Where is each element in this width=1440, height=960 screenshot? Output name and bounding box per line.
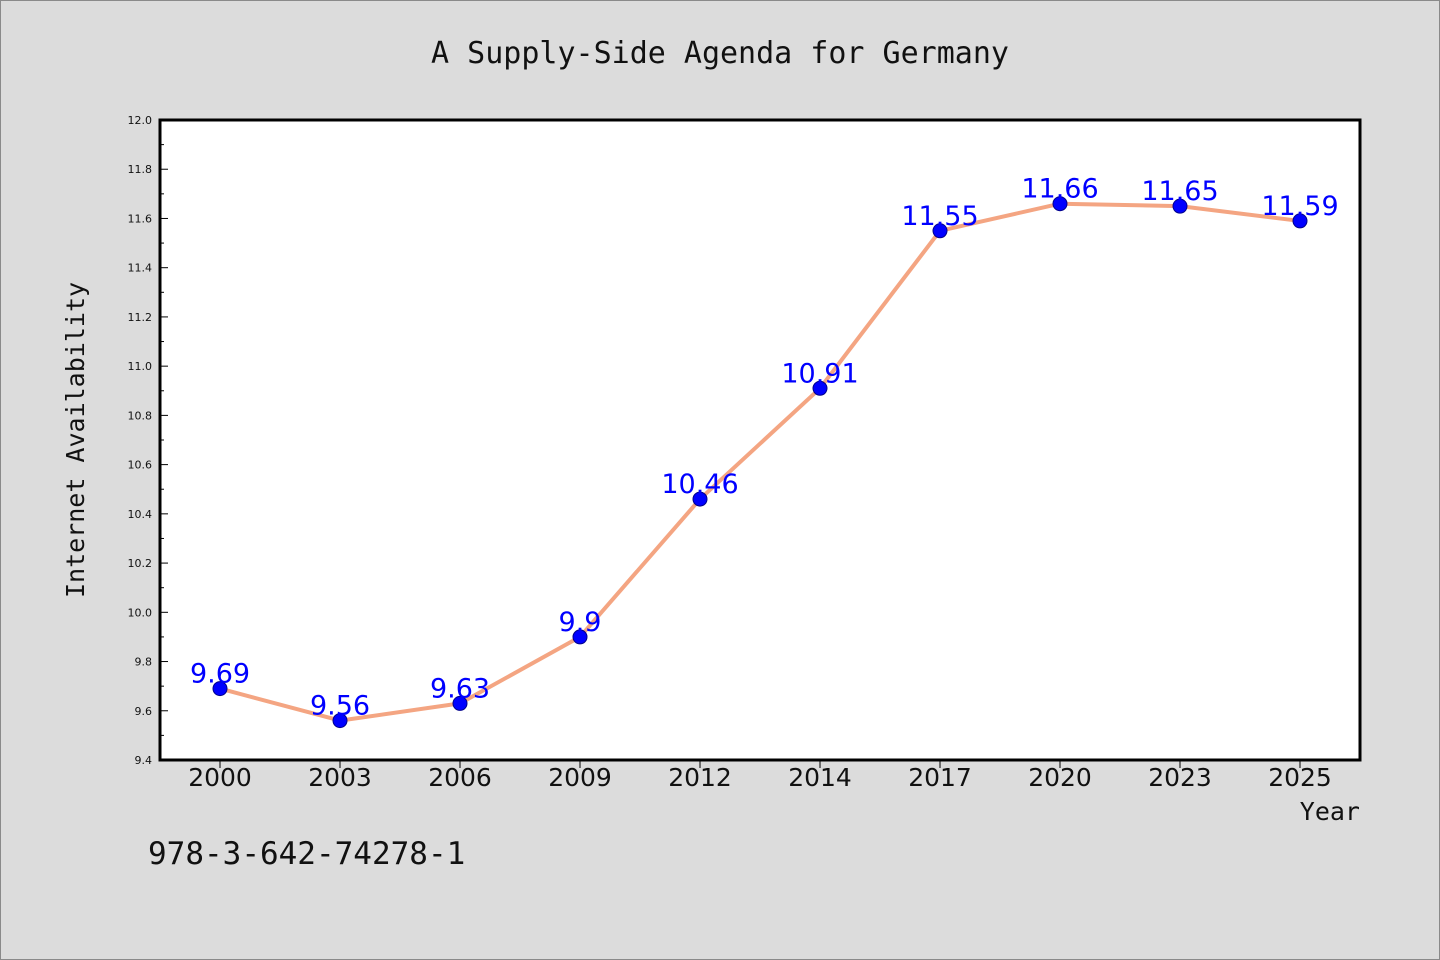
x-tick-label: 2012 <box>668 763 732 792</box>
data-point <box>572 629 588 645</box>
x-tick-label: 2020 <box>1028 763 1092 792</box>
x-tick-label: 2009 <box>548 763 612 792</box>
y-tick-label: 10.0 <box>128 606 153 619</box>
x-tick-label: 2006 <box>428 763 492 792</box>
y-tick-label: 10.2 <box>128 557 153 570</box>
data-point <box>212 681 228 697</box>
y-tick-label: 10.4 <box>128 508 153 521</box>
y-tick-label: 11.2 <box>128 311 153 324</box>
data-series <box>212 196 1308 729</box>
x-tick-label: 2023 <box>1148 763 1212 792</box>
data-label: 10.91 <box>781 358 858 389</box>
y-tick-label: 10.6 <box>128 459 153 472</box>
y-tick-label: 9.6 <box>135 705 153 718</box>
data-point <box>1052 196 1068 212</box>
y-tick-label: 9.4 <box>135 754 153 767</box>
data-label: 9.63 <box>430 673 490 704</box>
x-axis-title: Year <box>1300 797 1360 826</box>
data-label: 11.55 <box>901 201 978 232</box>
isbn-text: 978-3-642-74278-1 <box>148 836 465 872</box>
y-axis-title: Internet Availability <box>61 282 90 598</box>
y-tick-label: 10.8 <box>128 409 153 422</box>
plot-area <box>158 118 1362 762</box>
data-point <box>692 491 708 507</box>
y-tick-label: 11.0 <box>128 360 153 373</box>
data-point <box>932 223 948 239</box>
y-tick-label: 9.8 <box>135 656 153 669</box>
x-tick-label: 2014 <box>788 763 852 792</box>
data-point <box>812 380 828 396</box>
y-axis: 9.4 9.6 9.8 10.0 10.2 10.4 10.6 10.8 11.0 11.2 11.… <box>128 114 168 767</box>
series-line <box>218 201 1302 723</box>
x-tick-label: 2003 <box>308 763 372 792</box>
data-label: 9.56 <box>310 691 370 722</box>
chart-title: A Supply-Side Agenda for Germany <box>431 36 1009 71</box>
y-tick-label: 11.6 <box>128 212 153 225</box>
data-point <box>452 695 468 711</box>
data-label: 10.46 <box>661 469 738 500</box>
y-tick-label: 11.8 <box>128 163 153 176</box>
data-label: 11.65 <box>1141 176 1218 207</box>
x-tick-label: 2025 <box>1268 763 1332 792</box>
data-point <box>1292 213 1308 229</box>
y-tick-label: 12.0 <box>128 114 153 127</box>
data-label: 9.9 <box>559 607 602 638</box>
x-axis: 2000 2003 2006 2009 2012 2014 2017 2020 2023 2025 <box>188 760 1332 792</box>
data-label: 11.59 <box>1261 191 1338 222</box>
data-label: 11.66 <box>1021 174 1098 205</box>
data-labels: 9.69 9.56 9.63 9.9 10.46 10.91 11.55 11.66 11.65… <box>190 174 1339 722</box>
x-tick-label: 2017 <box>908 763 972 792</box>
data-label: 9.69 <box>190 659 250 690</box>
data-point <box>1172 198 1188 214</box>
data-point <box>332 713 348 729</box>
y-tick-label: 11.4 <box>128 262 153 275</box>
x-tick-label: 2000 <box>188 763 252 792</box>
